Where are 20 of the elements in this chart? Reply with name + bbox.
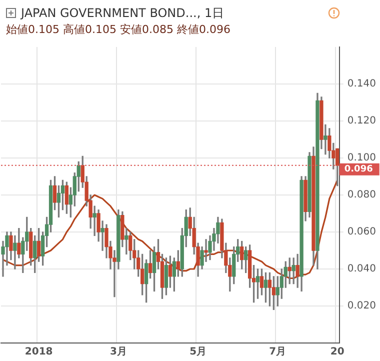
candlestick [204, 239, 208, 262]
y-tick-label: 0.040 [347, 264, 376, 275]
y-tick-label: 0.080 [347, 190, 376, 201]
y-tick-label: 0.100 [347, 152, 376, 164]
ref-line-label: 0.096 [344, 164, 373, 175]
x-tick-label: 2018 [24, 346, 53, 358]
candlestick [100, 220, 104, 251]
chart-title: JAPAN GOVERNMENT BOND..., 1日 [21, 4, 224, 22]
candlestick [92, 206, 96, 236]
x-tick-label: 3月 [110, 346, 127, 358]
y-tick-label: 0.120 [347, 116, 376, 127]
x-tick-label: 5月 [190, 346, 207, 358]
x-tick-label: 20 [330, 346, 344, 358]
candlestick [13, 235, 17, 270]
y-tick-label: 0.020 [347, 300, 376, 312]
y-tick-label: 0.140 [347, 78, 376, 90]
candlestick [324, 124, 328, 155]
x-tick-label: 7月 [269, 346, 286, 358]
chart-subtitle: 始値0.105 高値0.105 安値0.085 終値0.096 [5, 22, 232, 37]
y-tick-label: 0.060 [347, 226, 376, 238]
